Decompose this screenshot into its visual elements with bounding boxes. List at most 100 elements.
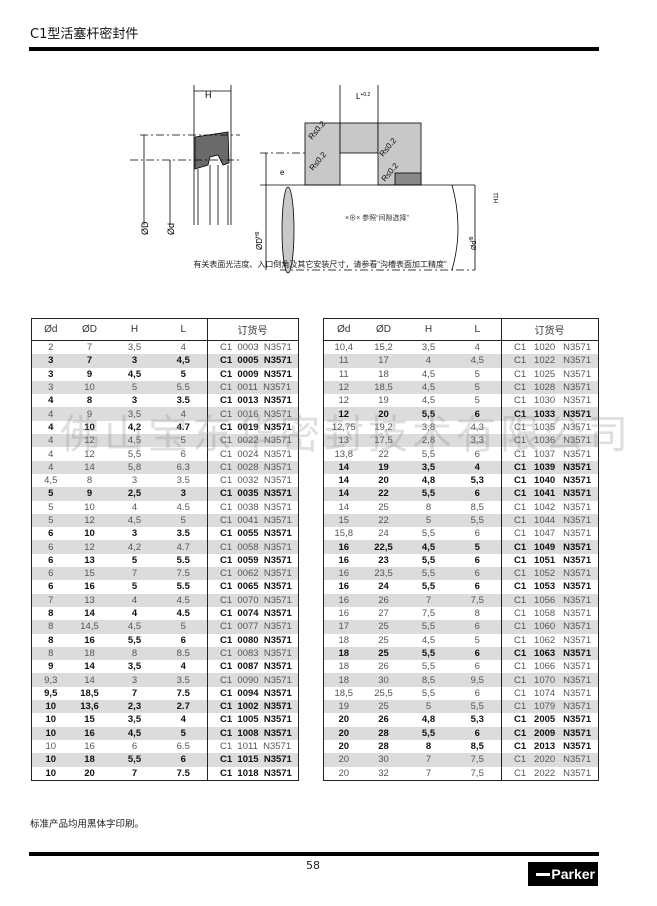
cell-D: 12: [69, 540, 110, 554]
cell-L: 4,5: [453, 354, 502, 368]
cell-L: 4,3: [470, 421, 484, 433]
cell-d: 18: [338, 661, 350, 673]
cell-L: 3.5: [176, 528, 190, 540]
cell-order-number: C1 1022 N3571: [501, 354, 599, 368]
table-row: 11 18 4,5 5 C1 1025 N3571: [324, 367, 599, 381]
cell-D: 19: [363, 460, 404, 474]
cell-H: 4,5: [127, 368, 142, 380]
cell-L: 4: [180, 714, 186, 726]
cell-d: 16: [338, 581, 350, 593]
cell-H: 5,5: [421, 581, 436, 593]
cell-L: 8,5: [470, 741, 484, 753]
cell-H: 7: [425, 767, 432, 779]
cell-d: 18: [323, 673, 364, 687]
cell-D: 19: [378, 395, 389, 407]
cell-d: 8: [48, 608, 54, 620]
cell-d: 8: [31, 646, 70, 661]
table-row: 10 18 5,5 6 C1 1015 N3571: [31, 753, 299, 767]
cell-H: 5,5: [403, 646, 454, 661]
cell-order-number: C1 0038 N3571: [207, 500, 299, 514]
cell-H: 5,5: [403, 407, 454, 421]
cell-order-number: C1 1042 N3571: [501, 500, 599, 514]
cell-D: 18: [69, 753, 110, 767]
cell-H: 3: [131, 475, 138, 487]
table-row: 8 14 4 4.5 C1 0074 N3571: [32, 606, 299, 621]
cell-order-number: C1 1025 N3571: [501, 367, 599, 381]
cell-H: 7: [109, 567, 160, 581]
cell-L: 6: [180, 448, 186, 460]
size-table-left: Ød ØD H L 订货号 2 7 3,5 4 C1 0003 N3571 3 7 3 4,5 C…: [31, 318, 299, 781]
cell-H: 3,5: [421, 342, 436, 354]
table-row: 20 28 8 8,5 C1 2013 N3571: [324, 739, 599, 754]
cell-L: 6: [453, 407, 502, 421]
cell-L: 6.3: [159, 460, 208, 474]
cell-L: 7,5: [453, 593, 502, 607]
table-row: 10 16 6 6.5 C1 1011 N3571: [32, 739, 299, 754]
cell-order-number: C1 0080 N3571: [207, 633, 299, 647]
cell-d: 9,5: [44, 687, 58, 699]
table-row: 10 20 7 7.5 C1 1018 N3571: [32, 766, 299, 781]
cell-H: 4,2: [127, 421, 142, 433]
page-title: C1型活塞杆密封件: [30, 27, 139, 42]
cell-L: 7.5: [159, 567, 208, 581]
cell-L: 5.5: [176, 554, 190, 566]
cell-H: 8: [425, 741, 432, 753]
cell-order-number: C1 1002 N3571: [207, 700, 299, 714]
table-row: 2 7 3,5 4 C1 0003 N3571: [32, 340, 299, 355]
cell-L: 5: [159, 726, 208, 740]
cell-H: 5,5: [421, 528, 436, 540]
col-header-d: Ød: [323, 318, 364, 341]
cell-D: 15,2: [374, 342, 393, 354]
cell-order-number: C1 1041 N3571: [501, 487, 599, 501]
cell-order-number: C1 0090 N3571: [207, 673, 299, 687]
cell-D: 27: [378, 608, 389, 620]
cell-D: 17: [363, 354, 404, 368]
cell-d: 18,5: [334, 687, 354, 699]
cell-L: 4: [180, 342, 186, 354]
cell-D: 32: [378, 767, 389, 779]
cell-order-number: C1 1053 N3571: [501, 580, 599, 594]
cell-order-number: C1 1008 N3571: [207, 726, 299, 740]
cell-D: 25: [378, 501, 389, 513]
cell-D: 25: [363, 646, 404, 661]
cell-D: 9: [86, 368, 93, 380]
cell-H: 2,3: [109, 700, 160, 714]
cell-d: 18: [338, 634, 350, 646]
table-row: 11 17 4 4,5 C1 1022 N3571: [323, 354, 599, 368]
cell-d: 6: [31, 540, 70, 554]
cell-D: 10: [84, 528, 95, 540]
cell-D: 17,5: [363, 434, 404, 448]
cell-d: 16: [338, 554, 350, 566]
cell-D: 15: [84, 714, 95, 726]
cell-D: 18: [378, 368, 389, 380]
cell-D: 20: [378, 475, 389, 487]
cell-order-number: C1 0009 N3571: [207, 367, 299, 381]
cell-L: 8,5: [470, 501, 484, 513]
cell-d: 5: [31, 513, 70, 528]
cell-D: 28: [378, 741, 389, 753]
cell-H: 4,5: [403, 540, 454, 554]
cell-order-number: C1 0028 N3571: [207, 460, 299, 474]
table-row: 9,3 14 3 3.5 C1 0090 N3571: [31, 673, 299, 687]
cell-D: 16: [69, 726, 110, 740]
cell-L: 3.5: [159, 673, 208, 687]
cell-order-number: C1 0065 N3571: [207, 580, 299, 594]
cell-D: 8: [86, 395, 93, 407]
table-row: 20 30 7 7,5 C1 2020 N3571: [323, 753, 599, 767]
cell-H: 4,8: [421, 714, 436, 726]
table-row: 16 22,5 4,5 5 C1 1049 N3571: [323, 540, 599, 554]
table-row: 20 28 5,5 6 C1 2009 N3571: [323, 726, 599, 740]
cell-H: 4,5: [403, 380, 454, 395]
table-row: 17 25 5,5 6 C1 1060 N3571: [323, 620, 599, 634]
groove-section: [260, 85, 476, 274]
cell-D: 12: [69, 434, 110, 448]
cell-L: 4: [180, 661, 186, 673]
cell-D: 8: [86, 475, 93, 487]
cell-D: 26: [378, 714, 389, 726]
cell-D: 30: [363, 673, 404, 687]
cell-H: 5: [131, 554, 138, 566]
cell-H: 6: [131, 741, 138, 753]
cell-L: 5: [180, 368, 186, 380]
cell-L: 4.7: [159, 540, 208, 554]
parker-logo: Parker: [528, 862, 598, 886]
